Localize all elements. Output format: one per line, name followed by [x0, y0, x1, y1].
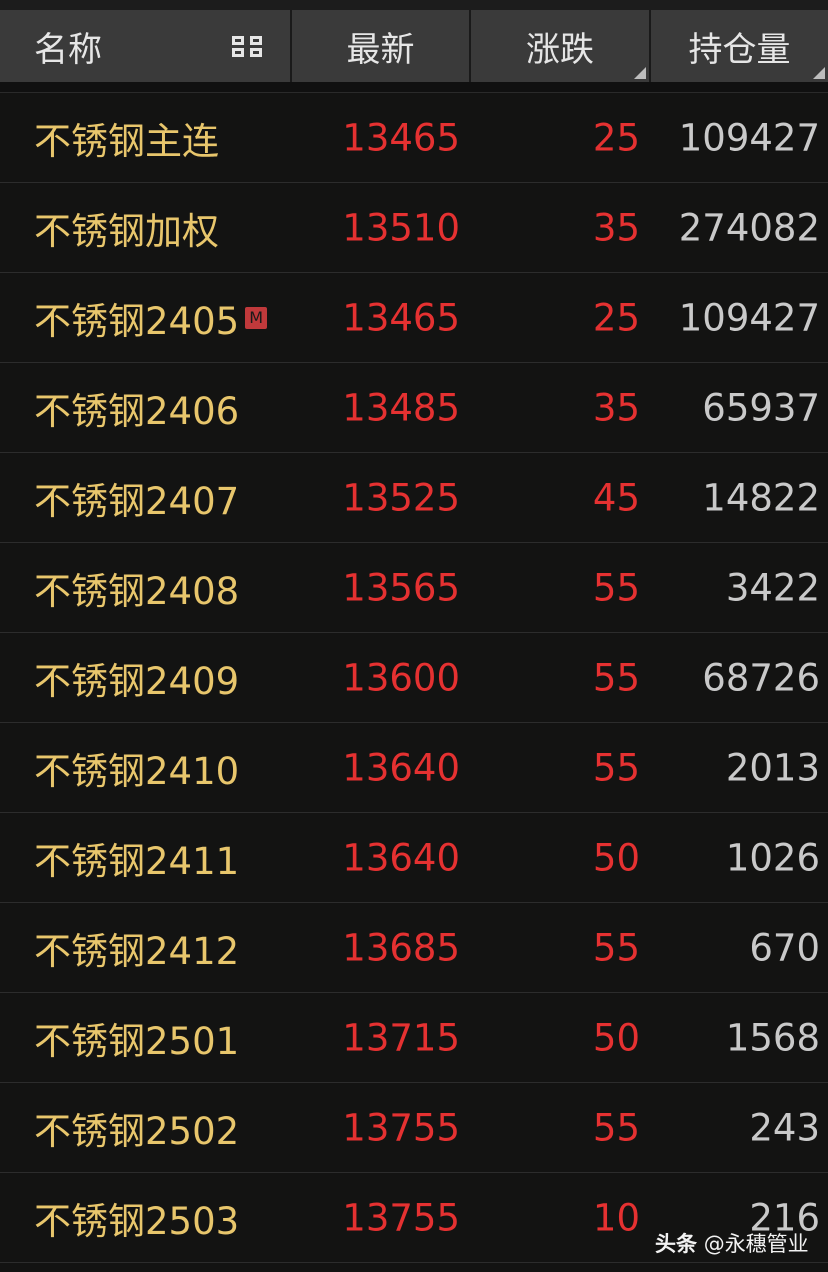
open-interest: 2013: [725, 746, 820, 789]
quote-list: 不锈钢主连 13465 25 109427 不锈钢加权 13510 35 2740…: [0, 93, 828, 1263]
column-header-name-label: 名称: [34, 29, 102, 70]
contract-name: 不锈钢2502: [34, 1101, 239, 1155]
last-price: 13640: [342, 746, 460, 789]
price-change: 55: [592, 1106, 640, 1149]
open-interest: 68726: [702, 656, 820, 699]
column-header-oi-label: 持仓量: [688, 29, 791, 70]
table-row[interactable]: 不锈钢2503 13755 10 216: [0, 1173, 828, 1263]
price-change: 25: [592, 296, 640, 339]
contract-name-text: 不锈钢2409: [34, 659, 240, 703]
table-row[interactable]: 不锈钢2409 13600 55 68726: [0, 633, 828, 723]
contract-name-text: 不锈钢2406: [34, 389, 240, 433]
last-price: 13755: [342, 1196, 460, 1239]
header-separator: [0, 82, 828, 93]
last-price: 13465: [342, 116, 460, 159]
contract-name-text: 不锈钢2405: [34, 299, 240, 343]
contract-name: 不锈钢2405 M: [34, 291, 268, 345]
open-interest: 274082: [678, 206, 820, 249]
column-header-open-interest[interactable]: 持仓量: [651, 10, 828, 82]
column-header-last-label: 最新: [346, 29, 415, 70]
contract-name-text: 不锈钢主连: [34, 119, 219, 163]
table-row[interactable]: 不锈钢2408 13565 55 3422: [0, 543, 828, 633]
column-header-change-label: 涨跌: [526, 29, 594, 70]
contract-name: 不锈钢2503: [34, 1191, 239, 1245]
open-interest: 65937: [702, 386, 820, 429]
column-header-name[interactable]: 名称: [0, 10, 290, 82]
open-interest: 216: [749, 1196, 820, 1239]
price-change: 55: [592, 746, 640, 789]
last-price: 13525: [342, 476, 460, 519]
open-interest: 243: [749, 1106, 820, 1149]
price-change: 35: [592, 386, 640, 429]
sort-corner-icon: [634, 67, 646, 79]
contract-name: 不锈钢2411: [34, 831, 239, 885]
table-row[interactable]: 不锈钢2412 13685 55 670: [0, 903, 828, 993]
watermark-handle: @永穗管业: [703, 1232, 809, 1256]
table-header: 名称 最新 涨跌 持仓量: [0, 10, 828, 82]
contract-name: 不锈钢2408: [34, 561, 239, 615]
last-price: 13715: [342, 1016, 460, 1059]
contract-name-text: 不锈钢2502: [34, 1109, 240, 1153]
open-interest: 109427: [678, 296, 820, 339]
price-change: 55: [592, 656, 640, 699]
table-row[interactable]: 不锈钢2502 13755 55 243: [0, 1083, 828, 1173]
table-row[interactable]: 不锈钢2411 13640 50 1026: [0, 813, 828, 903]
last-price: 13600: [342, 656, 460, 699]
last-price: 13640: [342, 836, 460, 879]
price-change: 50: [592, 836, 640, 879]
open-interest: 3422: [725, 566, 820, 609]
table-row[interactable]: 不锈钢加权 13510 35 274082: [0, 183, 828, 273]
contract-name-text: 不锈钢2410: [34, 749, 240, 793]
contract-name: 不锈钢主连: [34, 111, 219, 165]
open-interest: 670: [749, 926, 820, 969]
table-row[interactable]: 不锈钢2410 13640 55 2013: [0, 723, 828, 813]
table-row[interactable]: 不锈钢2406 13485 35 65937: [0, 363, 828, 453]
price-change: 35: [592, 206, 640, 249]
price-change: 55: [592, 926, 640, 969]
open-interest: 1026: [725, 836, 820, 879]
contract-name-text: 不锈钢加权: [34, 209, 219, 253]
contract-name-text: 不锈钢2408: [34, 569, 240, 613]
open-interest: 14822: [702, 476, 820, 519]
table-row[interactable]: 不锈钢主连 13465 25 109427: [0, 93, 828, 183]
contract-name: 不锈钢2409: [34, 651, 239, 705]
contract-name-text: 不锈钢2407: [34, 479, 240, 523]
open-interest: 109427: [678, 116, 820, 159]
contract-name: 不锈钢2501: [34, 1011, 239, 1065]
main-contract-badge: M: [245, 306, 268, 329]
last-price: 13485: [342, 386, 460, 429]
last-price: 13465: [342, 296, 460, 339]
table-row[interactable]: 不锈钢2501 13715 50 1568: [0, 993, 828, 1083]
contract-name-text: 不锈钢2503: [34, 1199, 240, 1243]
column-header-last[interactable]: 最新: [292, 10, 469, 82]
open-interest: 1568: [725, 1016, 820, 1059]
contract-name: 不锈钢2406: [34, 381, 239, 435]
contract-name: 不锈钢2410: [34, 741, 239, 795]
last-price: 13755: [342, 1106, 460, 1149]
price-change: 25: [592, 116, 640, 159]
grid-layout-icon[interactable]: [232, 35, 262, 57]
contract-name: 不锈钢加权: [34, 201, 219, 255]
price-change: 45: [592, 476, 640, 519]
price-change: 55: [592, 566, 640, 609]
price-change: 10: [592, 1196, 640, 1239]
contract-name-text: 不锈钢2411: [34, 839, 240, 883]
watermark-brand: 头条: [655, 1232, 697, 1256]
contract-name-text: 不锈钢2412: [34, 929, 240, 973]
contract-name-text: 不锈钢2501: [34, 1019, 240, 1063]
contract-name: 不锈钢2407: [34, 471, 239, 525]
last-price: 13685: [342, 926, 460, 969]
table-row[interactable]: 不锈钢2407 13525 45 14822: [0, 453, 828, 543]
status-strip: [0, 0, 828, 10]
column-header-change[interactable]: 涨跌: [471, 10, 649, 82]
price-change: 50: [592, 1016, 640, 1059]
contract-name: 不锈钢2412: [34, 921, 239, 975]
sort-corner-icon: [813, 67, 825, 79]
last-price: 13565: [342, 566, 460, 609]
last-price: 13510: [342, 206, 460, 249]
table-row[interactable]: 不锈钢2405 M 13465 25 109427: [0, 273, 828, 363]
watermark: 头条 @永穗管业: [655, 1228, 809, 1258]
